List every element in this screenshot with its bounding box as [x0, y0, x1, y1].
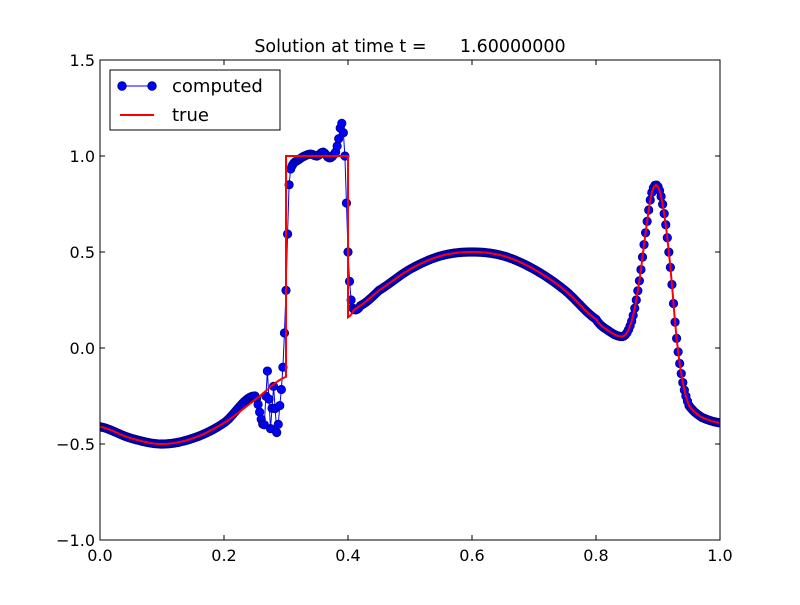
computed-point [264, 394, 274, 404]
computed-point [272, 427, 282, 438]
computed-point [276, 384, 286, 395]
legend-box [109, 69, 281, 131]
y-tick-label: −0.5 [56, 435, 95, 454]
x-tick-label: 0.4 [335, 546, 360, 565]
y-tick-label: 1.5 [70, 51, 95, 70]
computed-point [337, 118, 347, 128]
chart-title: Solution at time t = 1.60000000 [254, 37, 565, 57]
computed-point [338, 128, 348, 138]
legend-label-true: true [172, 105, 209, 126]
y-tick-label: −1.0 [56, 531, 95, 550]
computed-point [262, 366, 272, 376]
computed-point [253, 399, 263, 410]
computed-point [273, 419, 283, 429]
legend-label-computed: computed [172, 76, 263, 97]
computed-point [334, 134, 344, 144]
y-tick-label: 1.0 [70, 147, 95, 166]
computed-point [344, 276, 355, 286]
true-line [100, 155, 720, 446]
legend-computed-marker [117, 81, 127, 91]
y-tick-label: 0.5 [70, 243, 95, 262]
computed-point [282, 229, 293, 239]
y-tick-label: 0.0 [70, 339, 95, 358]
computed-point [278, 362, 288, 372]
x-tick-label: 0.0 [87, 546, 112, 565]
computed-point [275, 400, 285, 411]
x-tick-label: 0.6 [459, 546, 484, 565]
computed-point [279, 328, 290, 338]
tick-layer: 0.0 0.2 0.4 0.6 0.8 1.0 1.5 1.0 0.5 0.0 −0.5 −1.0 [56, 51, 733, 565]
axes-frame [99, 59, 721, 541]
computed-point [268, 381, 279, 391]
x-tick-label: 0.8 [583, 546, 608, 565]
series-true [100, 155, 720, 446]
x-tick-label: 1.0 [707, 546, 732, 565]
x-tick-label: 0.2 [211, 546, 236, 565]
computed-point [341, 198, 352, 208]
series-layer [100, 118, 720, 449]
legend-computed-marker [147, 81, 157, 91]
legend: computed true [109, 69, 281, 131]
